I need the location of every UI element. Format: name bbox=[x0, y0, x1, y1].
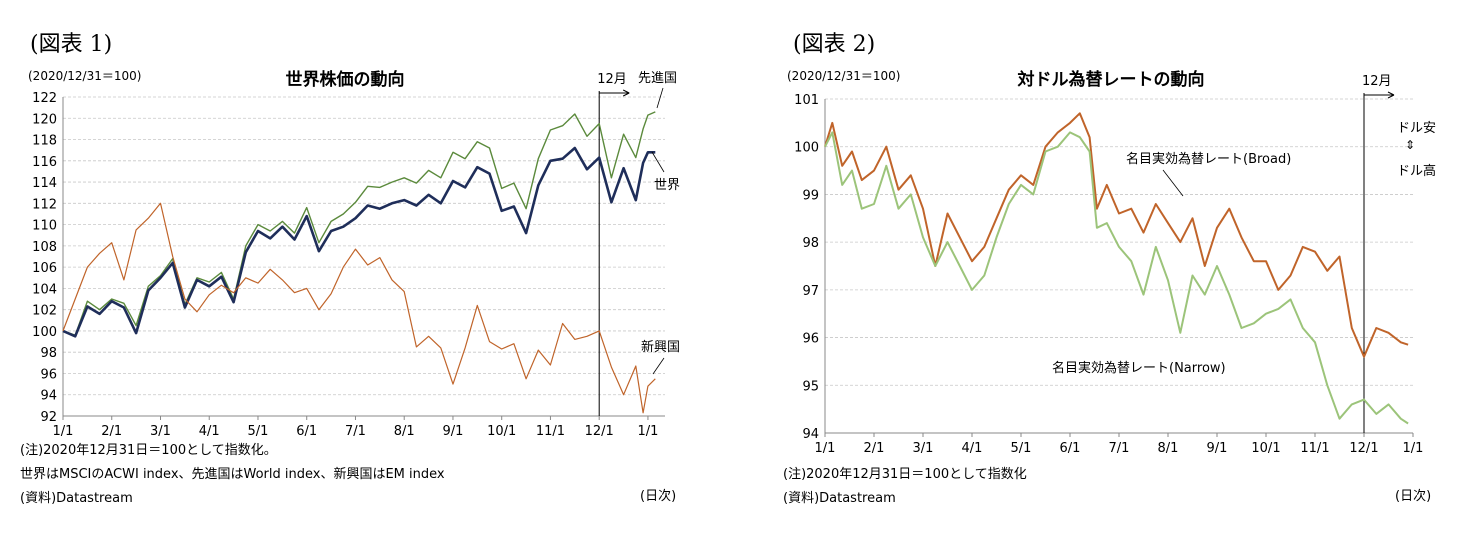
y-tick-label: 100 bbox=[794, 141, 819, 156]
x-tick-label: 2/1 bbox=[864, 441, 885, 456]
series-label: 世界 bbox=[654, 178, 680, 193]
strong-dollar-label: ドル高 bbox=[1397, 163, 1436, 179]
y-tick-label: 98 bbox=[40, 346, 57, 361]
x-tick-label: 8/1 bbox=[1158, 441, 1179, 456]
y-tick-label: 92 bbox=[40, 410, 57, 425]
x-tick-label: 3/1 bbox=[150, 424, 171, 439]
chart-title: 対ドル為替レートの動向 bbox=[1017, 69, 1205, 90]
y-tick-label: 94 bbox=[40, 389, 57, 404]
x-tick-label: 6/1 bbox=[1060, 441, 1081, 456]
y-tick-label: 108 bbox=[32, 240, 57, 255]
y-tick-label: 104 bbox=[32, 282, 57, 297]
y-tick-label: 95 bbox=[802, 379, 819, 394]
x-tick-label: 7/1 bbox=[1109, 441, 1130, 456]
source-line: (資料)Datastream bbox=[20, 491, 133, 506]
x-tick-label: 9/1 bbox=[1207, 441, 1228, 456]
x-tick-label: 3/1 bbox=[913, 441, 934, 456]
series-label-pointer bbox=[656, 87, 664, 109]
note-line-1: (注)2020年12月31日＝100として指数化 bbox=[783, 467, 1027, 482]
x-tick-label: 6/1 bbox=[296, 424, 317, 439]
plot-area bbox=[825, 99, 1413, 433]
series-line bbox=[62, 202, 656, 414]
x-tick-label: 1/1 bbox=[637, 424, 658, 439]
x-tick-label: 1/1 bbox=[1403, 441, 1424, 456]
x-tick-label: 11/1 bbox=[536, 424, 565, 439]
series-line bbox=[824, 112, 1409, 358]
december-arrow-head bbox=[1387, 91, 1395, 99]
x-tick-label: 5/1 bbox=[1011, 441, 1032, 456]
x-tick-label: 12/1 bbox=[585, 424, 614, 439]
note-line-1: (注)2020年12月31日＝100として指数化。 bbox=[20, 443, 277, 458]
x-tick-label: 7/1 bbox=[345, 424, 366, 439]
x-tick-label: 12/1 bbox=[1349, 441, 1378, 456]
y-tick-label: 98 bbox=[802, 236, 819, 251]
x-tick-label: 8/1 bbox=[394, 424, 415, 439]
series-label-pointer bbox=[1162, 169, 1184, 197]
y-tick-label: 116 bbox=[32, 155, 57, 170]
world-stocks-chart: 92 94 96 98 100 102 104 106 108 110 112 114 116 118 12… bbox=[28, 69, 680, 439]
figure-label: (図表 2) bbox=[793, 32, 876, 57]
series-label: 名目実効為替レート(Narrow) bbox=[1052, 360, 1226, 376]
x-tick-label: 11/1 bbox=[1300, 441, 1329, 456]
series-label-pointer bbox=[651, 151, 665, 173]
december-arrow-head bbox=[622, 89, 630, 97]
y-tick-label: 102 bbox=[32, 304, 57, 319]
y-tick-label: 97 bbox=[802, 284, 819, 299]
series-label: 新興国 bbox=[641, 339, 680, 355]
y-axis-unit-label: (2020/12/31＝100) bbox=[28, 69, 141, 83]
x-tick-label: 10/1 bbox=[487, 424, 516, 439]
x-unit-label: (日次) bbox=[640, 489, 677, 504]
y-tick-label: 122 bbox=[32, 91, 57, 106]
weak-dollar-label: ドル安 bbox=[1397, 121, 1436, 136]
x-tick-label: 1/1 bbox=[815, 441, 836, 456]
x-tick-label: 1/1 bbox=[53, 424, 74, 439]
december-marker-label: 12月 bbox=[1362, 74, 1392, 89]
figure-label: (図表 1) bbox=[30, 32, 113, 57]
x-tick-label: 2/1 bbox=[101, 424, 122, 439]
y-tick-label: 110 bbox=[32, 219, 57, 234]
y-tick-label: 96 bbox=[40, 367, 57, 382]
chart-panel-fx-rates: (図表 2) 94 95 96 97 98 99 100 101 1/1 2/1 3/1 4/1 5/1… bbox=[731, 0, 1462, 533]
y-tick-label: 96 bbox=[802, 332, 819, 347]
direction-arrow: ⇕ bbox=[1405, 138, 1415, 152]
x-tick-label: 4/1 bbox=[962, 441, 983, 456]
x-tick-label: 9/1 bbox=[442, 424, 463, 439]
series-line bbox=[62, 111, 656, 336]
series-label-pointer bbox=[652, 357, 665, 375]
y-tick-label: 99 bbox=[802, 188, 819, 203]
plot-area bbox=[63, 97, 665, 416]
y-tick-label: 106 bbox=[32, 261, 57, 276]
y-tick-label: 94 bbox=[802, 427, 819, 442]
series-label: 名目実効為替レート(Broad) bbox=[1126, 151, 1291, 167]
x-tick-label: 4/1 bbox=[199, 424, 220, 439]
december-marker-label: 12月 bbox=[597, 72, 627, 87]
chart-title: 世界株価の動向 bbox=[286, 69, 405, 90]
x-tick-label: 10/1 bbox=[1251, 441, 1280, 456]
y-tick-label: 120 bbox=[32, 112, 57, 127]
y-tick-label: 112 bbox=[32, 197, 57, 212]
source-line: (資料)Datastream bbox=[783, 491, 896, 506]
series-line bbox=[824, 131, 1409, 425]
fx-rates-chart: 94 95 96 97 98 99 100 101 1/1 2/1 3/1 4/1 5/1 6/1 7/1 8… bbox=[787, 69, 1436, 456]
y-tick-label: 114 bbox=[32, 176, 57, 191]
x-unit-label: (日次) bbox=[1395, 489, 1432, 504]
y-tick-label: 118 bbox=[32, 134, 57, 149]
y-axis-unit-label: (2020/12/31＝100) bbox=[787, 69, 900, 83]
x-tick-label: 5/1 bbox=[248, 424, 269, 439]
chart-panel-world-stocks: (図表 1) 92 94 96 98 100 102 104 106 108 110 112 114 1… bbox=[20, 32, 680, 506]
note-line-2: 世界はMSCIのACWI index、先進国はWorld index、新興国はE… bbox=[20, 467, 445, 482]
y-tick-label: 101 bbox=[794, 93, 819, 108]
y-tick-label: 100 bbox=[32, 325, 57, 340]
series-label: 先進国 bbox=[638, 71, 677, 86]
series-line bbox=[62, 146, 656, 338]
